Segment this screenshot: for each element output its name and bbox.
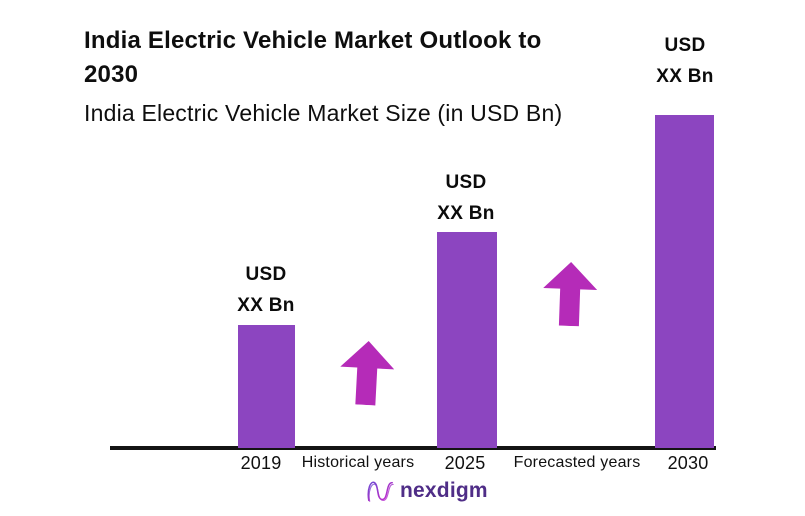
x-label-2025: 2025 <box>444 453 486 473</box>
chart-title: India Electric Vehicle Market Outlook to… <box>84 24 684 92</box>
bar-value-label-2025-amount: XX Bn <box>437 203 495 224</box>
nexdigm-logo-text: nexdigm <box>400 479 488 502</box>
x-label-forecasted-years: Forecasted years <box>513 454 641 471</box>
bar-2025 <box>437 232 497 448</box>
bar-value-label-2030-currency: USD <box>664 35 706 56</box>
bar-value-label-2025-currency: USD <box>445 172 487 193</box>
bar-value-label-2019-amount: XX Bn <box>237 295 295 316</box>
up-arrow-icon-historical <box>338 340 395 407</box>
nexdigm-logo: nexdigm <box>365 476 488 506</box>
up-arrow-icon-forecasted <box>542 261 598 327</box>
chart-title-line-1: India Electric Vehicle Market Outlook to <box>84 27 542 54</box>
bar-value-label-2030-amount: XX Bn <box>656 66 714 87</box>
bar-2019 <box>238 325 295 448</box>
bar-value-label-2019-currency: USD <box>245 264 287 285</box>
x-axis-line <box>110 446 716 450</box>
nexdigm-logo-icon <box>365 476 395 506</box>
bar-value-label-2019: USD XX Bn <box>206 259 326 321</box>
chart-header: India Electric Vehicle Market Outlook to… <box>84 24 684 128</box>
chart-subtitle: India Electric Vehicle Market Size (in U… <box>84 100 563 126</box>
chart-title-line-2: 2030 <box>84 61 139 88</box>
bar-2030 <box>655 115 714 448</box>
x-label-historical-years: Historical years <box>301 454 415 471</box>
bar-value-label-2030: USD XX Bn <box>625 30 745 92</box>
bar-value-label-2025: USD XX Bn <box>406 167 526 229</box>
x-label-2019: 2019 <box>240 453 282 473</box>
x-label-2030: 2030 <box>667 453 709 473</box>
